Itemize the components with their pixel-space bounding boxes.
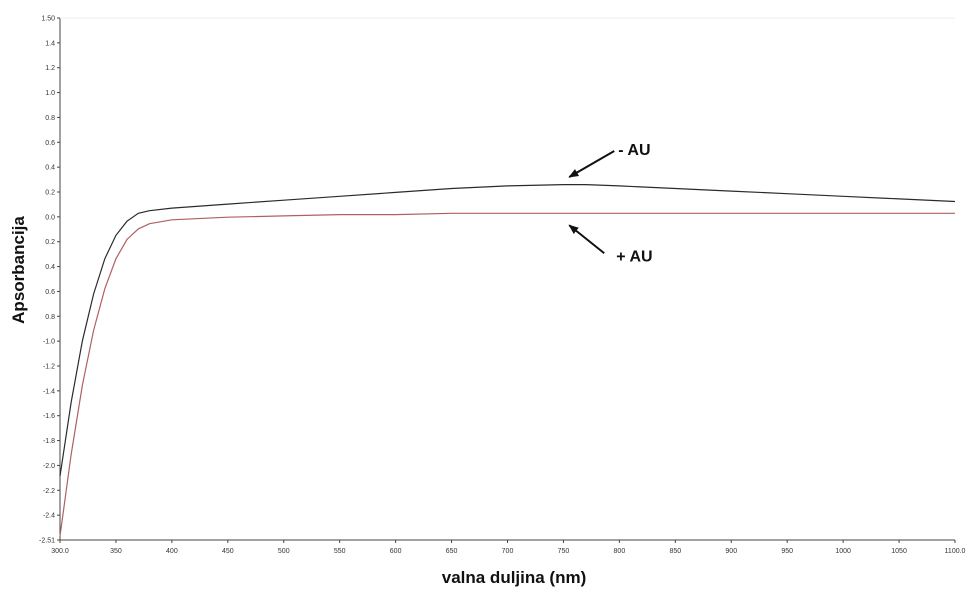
x-tick-label: 1000 xyxy=(835,548,851,555)
y-tick-label: 1.50 xyxy=(41,16,55,23)
x-tick-label: 350 xyxy=(110,548,122,555)
y-tick-label: -1.6 xyxy=(43,413,55,420)
x-tick-label: 400 xyxy=(166,548,178,555)
x-tick-label: 800 xyxy=(614,548,626,555)
axes xyxy=(59,17,955,541)
y-ticks: 1.50 1.4 1.2 1.0 0.8 0.6 0.4 0.2 0.0 0.2 0.4 0.6 0.8… xyxy=(39,16,60,545)
plus-au-arrow xyxy=(568,224,605,255)
series-line-plus-au xyxy=(59,212,955,537)
y-tick-label: -2.51 xyxy=(39,538,55,545)
y-tick-label: 0.2 xyxy=(45,190,55,197)
x-tick-label: 600 xyxy=(390,548,402,555)
series-line-minus-au xyxy=(59,184,956,477)
series-lines xyxy=(59,184,956,537)
x-tick-label: 650 xyxy=(446,548,458,555)
x-tick-label: 900 xyxy=(725,548,737,555)
y-tick-label: -1.8 xyxy=(43,438,55,445)
y-tick-label: -1.4 xyxy=(43,388,55,395)
annotations: - AU + AU xyxy=(568,142,653,265)
x-tick-label: 700 xyxy=(502,548,514,555)
x-ticks: 300.0 350 400 450 500 550 600 650 700 750 800 850 90… xyxy=(51,540,966,555)
y-tick-label: -1.0 xyxy=(43,339,55,346)
x-tick-label: 750 xyxy=(558,548,570,555)
y-tick-label: 0.0 xyxy=(45,214,55,221)
y-tick-label: 0.4 xyxy=(45,165,55,172)
minus-au-label: - AU xyxy=(618,142,650,159)
x-tick-label: 550 xyxy=(334,548,346,555)
x-axis-title: valna duljina (nm) xyxy=(442,568,587,587)
y-tick-label: -2.4 xyxy=(43,513,55,520)
y-tick-label: -1.2 xyxy=(43,364,55,371)
y-tick-label: 0.8 xyxy=(45,115,55,122)
y-tick-label: 0.6 xyxy=(45,140,55,147)
minus-au-arrow xyxy=(568,150,615,178)
x-tick-label: 1050 xyxy=(891,548,907,555)
y-tick-label: 1.0 xyxy=(45,90,55,97)
y-tick-label: 0.8 xyxy=(45,314,55,321)
y-tick-label: 0.4 xyxy=(45,264,55,271)
plus-au-label: + AU xyxy=(616,248,652,265)
y-tick-label: 0.6 xyxy=(45,289,55,296)
y-tick-label: -2.0 xyxy=(43,463,55,470)
y-tick-label: 1.4 xyxy=(45,40,55,47)
y-tick-label: -2.2 xyxy=(43,488,55,495)
x-tick-label: 300.0 xyxy=(51,548,69,555)
x-tick-label: 450 xyxy=(222,548,234,555)
x-tick-label: 1100.0 xyxy=(945,548,966,555)
x-tick-label: 950 xyxy=(781,548,793,555)
x-tick-label: 850 xyxy=(669,548,681,555)
y-tick-label: 1.2 xyxy=(45,65,55,72)
y-axis-title: Apsorbancija xyxy=(9,216,28,324)
y-tick-label: 0.2 xyxy=(45,239,55,246)
x-tick-label: 500 xyxy=(278,548,290,555)
